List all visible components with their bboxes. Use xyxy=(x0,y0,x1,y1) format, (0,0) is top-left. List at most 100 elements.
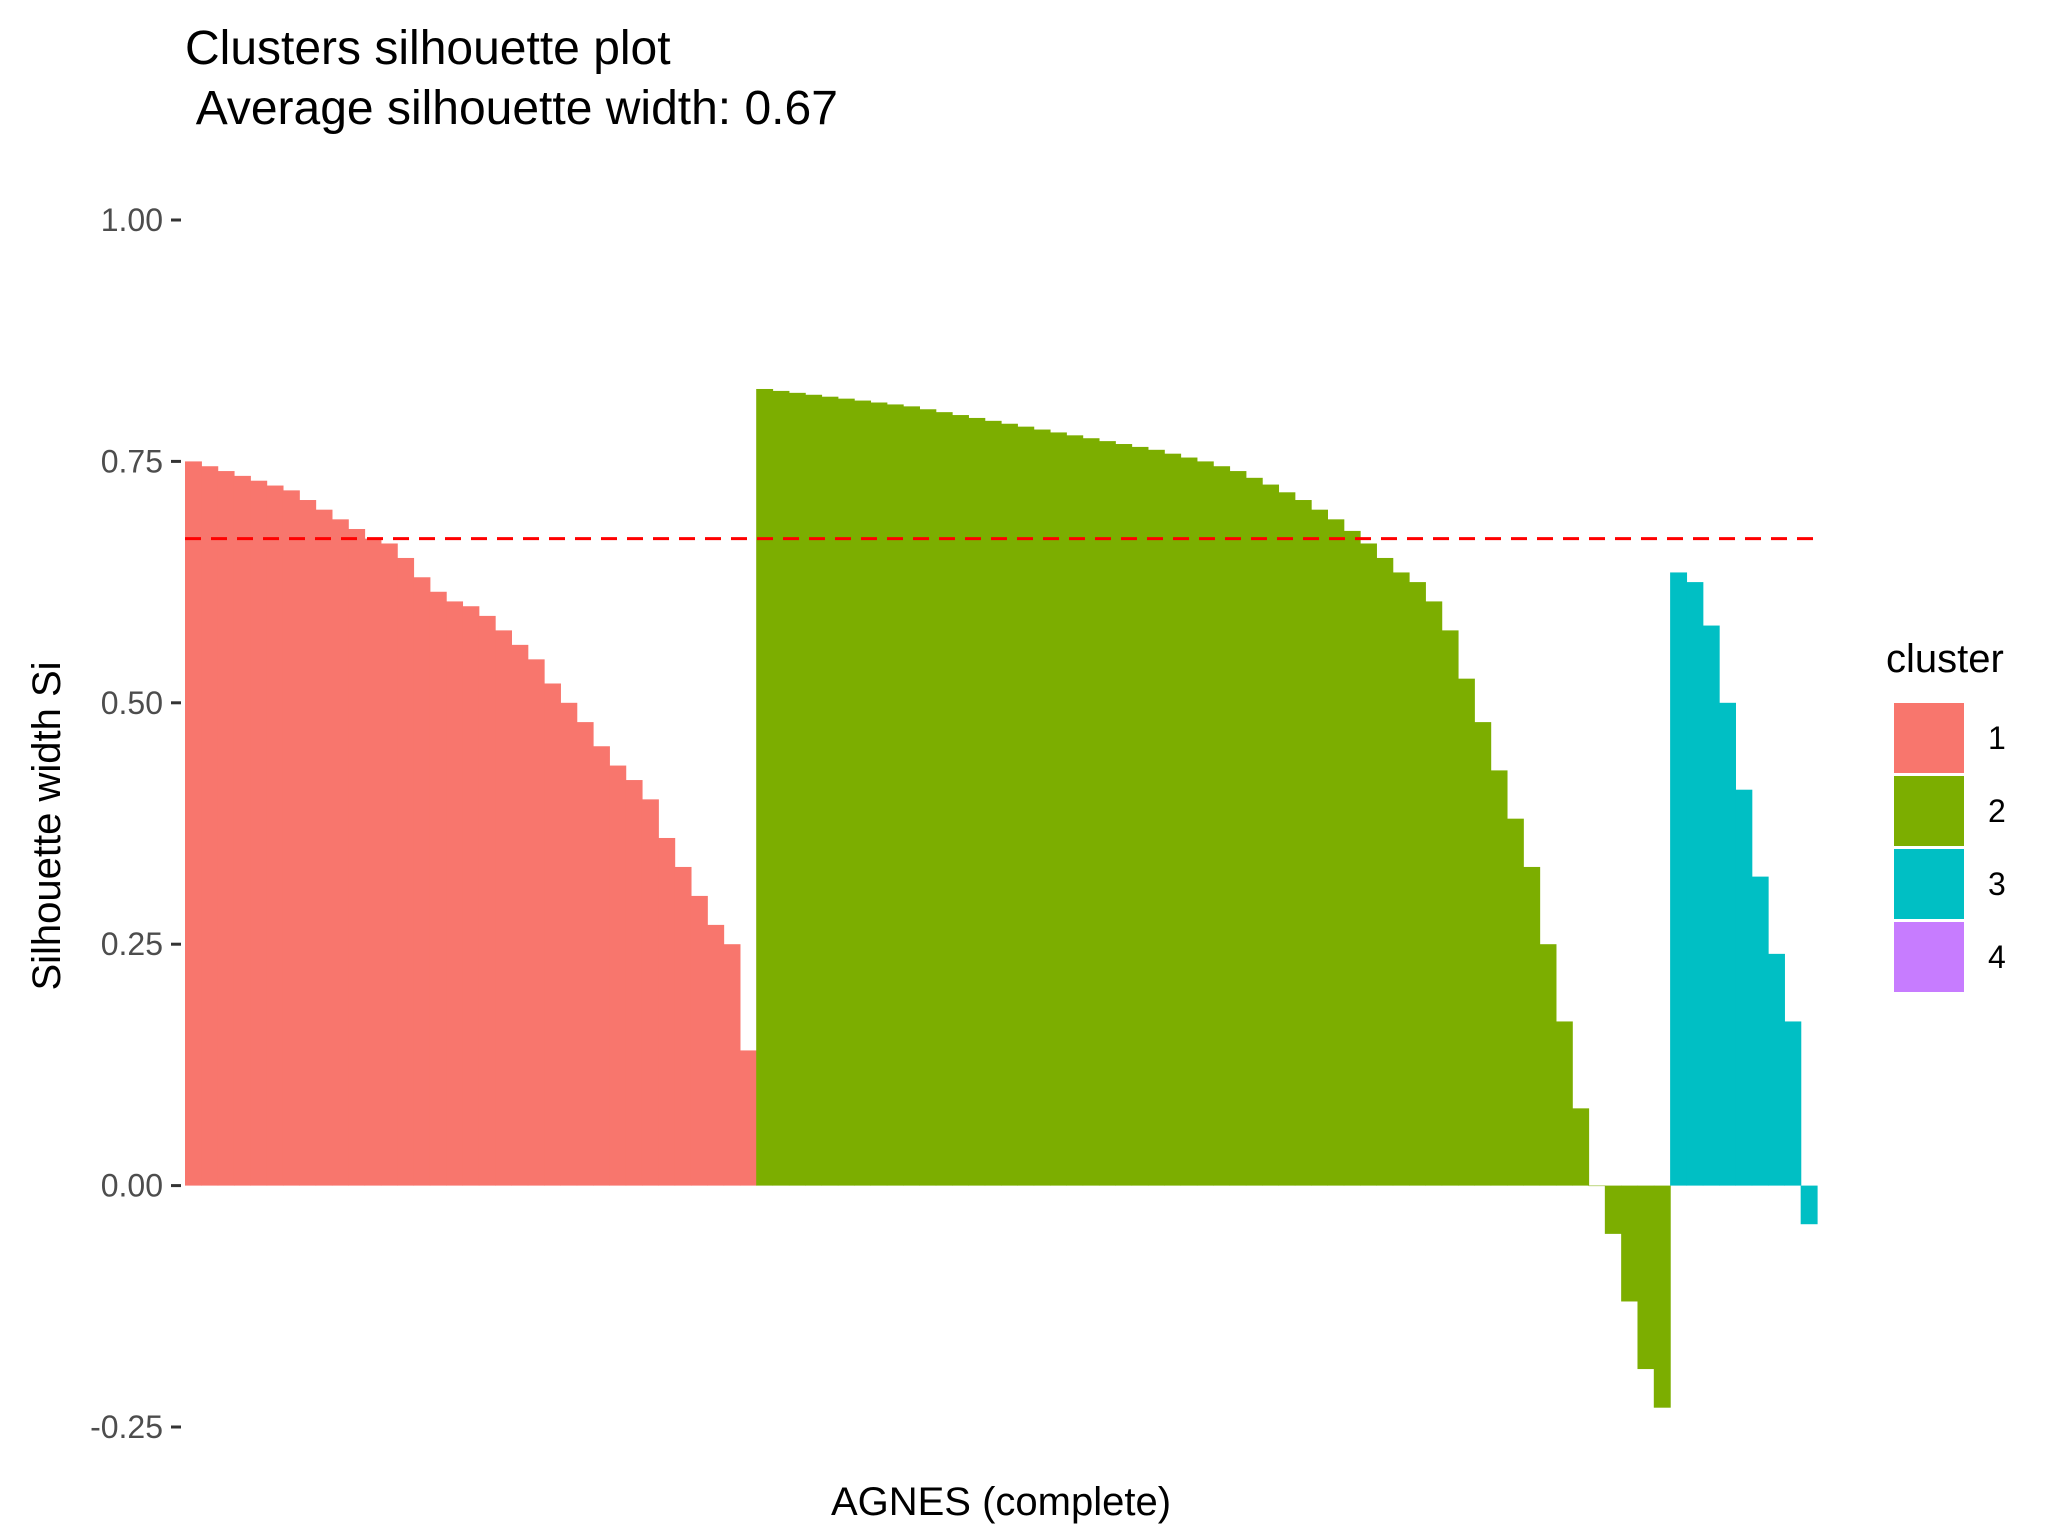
bar-cluster-1-23 xyxy=(560,702,578,1186)
bar-cluster-1-22 xyxy=(544,683,561,1186)
bar-cluster-1-31 xyxy=(690,895,708,1186)
bar-cluster-1-19 xyxy=(495,630,512,1186)
bar-cluster-2-49 xyxy=(1555,1021,1573,1186)
bar-cluster-2-6 xyxy=(854,400,872,1186)
bar-cluster-1-6 xyxy=(282,490,300,1186)
bar-cluster-2-14 xyxy=(984,420,1002,1186)
bar-cluster-2-50 xyxy=(1572,1108,1590,1186)
bar-cluster-1-7 xyxy=(299,500,317,1186)
bar-cluster-1-27 xyxy=(625,780,643,1186)
bar-cluster-2-3 xyxy=(805,394,823,1186)
chart-subtitle: Average silhouette width: 0.67 xyxy=(185,82,838,135)
bar-cluster-2-54 xyxy=(1637,1185,1655,1370)
bar-cluster-3-5 xyxy=(1751,876,1769,1186)
bar-cluster-1-14 xyxy=(413,577,431,1186)
bar-cluster-2-28 xyxy=(1213,466,1231,1186)
bar-cluster-2-17 xyxy=(1033,429,1051,1186)
bar-cluster-3-1 xyxy=(1686,582,1704,1186)
bar-cluster-3-3 xyxy=(1719,702,1736,1186)
bar-cluster-2-19 xyxy=(1066,435,1084,1186)
legend-title: cluster xyxy=(1886,637,2004,681)
legend-key-1 xyxy=(1894,703,1964,773)
y-tick-label: 0.00 xyxy=(101,1168,163,1204)
bar-cluster-2-46 xyxy=(1506,818,1524,1186)
bar-cluster-1-24 xyxy=(576,722,594,1186)
bar-cluster-2-48 xyxy=(1539,944,1557,1186)
bar-cluster-1-28 xyxy=(641,799,659,1186)
bar-cluster-2-39 xyxy=(1392,572,1410,1186)
bar-cluster-2-41 xyxy=(1425,601,1443,1186)
bar-cluster-2-40 xyxy=(1409,582,1426,1186)
bar-cluster-2-53 xyxy=(1621,1185,1639,1302)
bar-cluster-3-4 xyxy=(1735,789,1753,1186)
bar-cluster-1-10 xyxy=(348,528,366,1186)
bar-cluster-1-33 xyxy=(723,944,741,1186)
x-axis-title: AGNES (complete) xyxy=(831,1480,1171,1524)
bar-cluster-2-51 xyxy=(1588,1185,1606,1187)
bar-cluster-2-26 xyxy=(1180,457,1198,1186)
bar-cluster-2-1 xyxy=(772,390,790,1186)
y-tick-label: 0.75 xyxy=(101,443,163,479)
bar-cluster-2-30 xyxy=(1245,477,1263,1186)
y-tick-label: 1.00 xyxy=(101,202,163,238)
bar-cluster-2-42 xyxy=(1441,630,1459,1186)
bar-cluster-1-15 xyxy=(429,591,447,1186)
bar-cluster-2-22 xyxy=(1115,444,1133,1186)
bar-cluster-2-8 xyxy=(886,404,904,1186)
bar-cluster-2-27 xyxy=(1196,461,1214,1186)
bar-cluster-2-34 xyxy=(1311,509,1328,1186)
bar-cluster-1-2 xyxy=(217,471,235,1186)
y-tick-label: 0.25 xyxy=(101,926,163,962)
bar-cluster-2-44 xyxy=(1474,722,1492,1186)
legend-label-1: 1 xyxy=(1988,720,2006,756)
y-axis: -0.25 0.00 0.25 0.50 0.75 1.00 xyxy=(90,202,181,1445)
bar-cluster-3-8 xyxy=(1800,1185,1818,1225)
bar-cluster-1-17 xyxy=(462,606,480,1186)
bar-cluster-1-16 xyxy=(446,601,464,1186)
bar-cluster-2-25 xyxy=(1164,453,1182,1186)
bar-cluster-2-0 xyxy=(756,388,774,1186)
bar-cluster-2-55 xyxy=(1653,1185,1671,1408)
bar-cluster-1-11 xyxy=(364,538,382,1186)
bar-cluster-1-3 xyxy=(233,475,251,1186)
legend-items: 1 2 3 4 xyxy=(1894,703,2006,992)
bar-cluster-2-10 xyxy=(919,409,937,1186)
bar-cluster-3-6 xyxy=(1768,953,1785,1186)
bar-cluster-1-25 xyxy=(593,746,610,1186)
bar-cluster-2-15 xyxy=(1001,423,1018,1186)
bar-cluster-1-30 xyxy=(674,866,692,1186)
bar-cluster-1-4 xyxy=(250,480,268,1186)
bar-cluster-1-13 xyxy=(397,557,415,1186)
bar-cluster-1-21 xyxy=(527,659,545,1186)
bar-cluster-1-5 xyxy=(266,485,284,1186)
bar-cluster-2-12 xyxy=(952,415,969,1186)
bar-cluster-3-0 xyxy=(1670,572,1688,1186)
bar-cluster-2-47 xyxy=(1523,866,1541,1186)
bar-cluster-2-18 xyxy=(1049,432,1067,1186)
y-tick-label: -0.25 xyxy=(90,1409,163,1445)
bar-cluster-1-9 xyxy=(331,519,349,1186)
y-axis-title: Silhouette width Si xyxy=(25,661,69,990)
bar-cluster-2-35 xyxy=(1327,519,1345,1186)
legend-label-3: 3 xyxy=(1988,866,2006,902)
bar-cluster-1-18 xyxy=(478,615,496,1186)
bar-cluster-3-7 xyxy=(1784,1021,1802,1186)
legend-label-2: 2 xyxy=(1988,793,2006,829)
silhouette-bars xyxy=(185,388,1818,1408)
bar-cluster-2-5 xyxy=(837,398,855,1186)
bar-cluster-2-2 xyxy=(788,392,806,1186)
bar-cluster-2-9 xyxy=(903,406,920,1186)
legend-label-4: 4 xyxy=(1988,939,2006,975)
bar-cluster-2-11 xyxy=(935,412,953,1186)
bar-cluster-2-38 xyxy=(1376,557,1394,1186)
bar-cluster-1-32 xyxy=(707,924,725,1186)
bar-cluster-1-29 xyxy=(658,837,676,1186)
bar-cluster-2-7 xyxy=(870,402,888,1186)
y-tick-label: 0.50 xyxy=(101,685,163,721)
bar-cluster-1-34 xyxy=(739,1050,757,1186)
bar-cluster-2-31 xyxy=(1262,484,1280,1186)
bar-cluster-2-24 xyxy=(1147,449,1165,1186)
bar-cluster-2-45 xyxy=(1490,770,1508,1186)
bar-cluster-1-8 xyxy=(315,509,333,1186)
